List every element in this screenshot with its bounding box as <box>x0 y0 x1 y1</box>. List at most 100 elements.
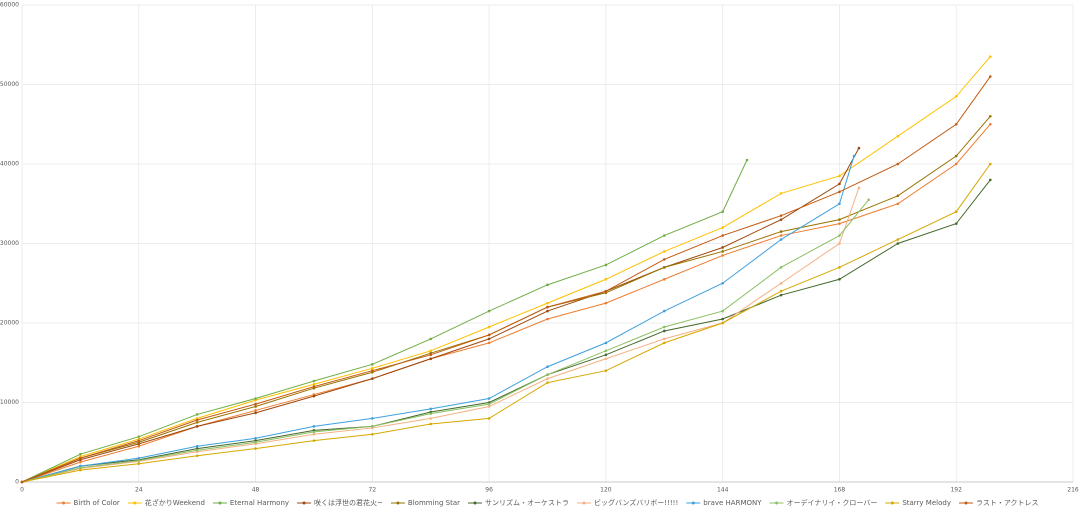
legend-label: ラスト・アクトレス <box>976 499 1039 507</box>
point <box>79 460 82 464</box>
x-tick-label: 48 <box>252 487 260 494</box>
point <box>546 283 549 287</box>
point <box>254 409 257 412</box>
point <box>779 238 783 241</box>
point <box>838 174 841 178</box>
point <box>779 293 783 297</box>
legend-item: オーデイナリイ・クローバー <box>769 498 878 507</box>
point <box>429 422 433 426</box>
point <box>312 425 316 428</box>
point <box>838 242 841 245</box>
y-tick-label: 60000 <box>0 2 19 9</box>
legend-marker <box>62 501 66 505</box>
point <box>745 158 749 162</box>
point <box>195 454 199 458</box>
point <box>838 222 841 225</box>
point <box>954 122 958 126</box>
legend-label: ビッグバンズバリボー!!!!! <box>594 498 678 507</box>
point <box>429 349 433 353</box>
point <box>487 417 491 420</box>
legend-marker <box>691 501 695 505</box>
legend-marker <box>396 501 400 505</box>
point <box>604 289 608 293</box>
point <box>604 301 608 305</box>
point <box>721 250 724 253</box>
legend-label: 咲くは浮世の君花火~ <box>314 498 383 507</box>
point <box>371 363 374 366</box>
legend-item: Blomming Star <box>390 499 460 507</box>
legend-label: brave HARMONY <box>703 499 762 507</box>
series-line <box>21 199 870 483</box>
legend-label: Eternal Harmony <box>230 499 289 507</box>
point <box>954 210 958 213</box>
point <box>312 433 316 436</box>
point <box>487 333 491 337</box>
legend-marker <box>218 501 222 505</box>
point <box>137 444 141 448</box>
point <box>137 462 141 466</box>
point <box>546 301 549 305</box>
point <box>857 146 861 150</box>
point <box>137 456 141 460</box>
point <box>662 277 666 281</box>
series-line <box>21 76 991 483</box>
point <box>721 254 724 257</box>
legend: Birth of Color 花ざかりWeekend Eternal Harmony… <box>56 498 1039 507</box>
point <box>429 407 433 411</box>
series-line <box>21 155 855 483</box>
point <box>371 369 374 373</box>
point <box>779 230 783 233</box>
legend-label: Blomming Star <box>408 499 460 507</box>
point <box>487 341 491 345</box>
point <box>546 309 549 313</box>
point <box>604 349 608 353</box>
point <box>254 405 257 408</box>
point <box>896 162 900 166</box>
series-line <box>21 163 991 483</box>
point <box>487 325 491 329</box>
point <box>429 412 433 415</box>
legend-marker <box>775 501 779 505</box>
point <box>838 234 841 237</box>
point <box>79 456 82 460</box>
point <box>721 246 724 249</box>
point <box>867 198 870 202</box>
x-tick-label: 24 <box>135 487 143 494</box>
legend-label: オーデイナリイ・クローバー <box>787 498 878 507</box>
x-tick-label: 0 <box>20 487 24 494</box>
point <box>604 369 608 373</box>
legend-marker <box>133 501 137 505</box>
point <box>79 468 82 472</box>
point <box>838 182 841 186</box>
point <box>254 397 257 400</box>
point <box>195 425 199 428</box>
legend-item: brave HARMONY <box>686 499 762 507</box>
point <box>779 266 783 269</box>
legend-item: 花ざかりWeekend <box>127 498 205 507</box>
point <box>546 305 549 309</box>
point <box>487 309 491 313</box>
series-line <box>21 56 991 483</box>
point <box>195 418 199 422</box>
y-tick-label: 30000 <box>0 240 19 247</box>
point <box>662 250 666 253</box>
point <box>838 218 841 221</box>
point <box>779 218 783 221</box>
point <box>896 242 900 245</box>
point <box>371 425 374 428</box>
point <box>954 162 958 166</box>
y-tick-label: 20000 <box>0 320 19 327</box>
point <box>429 357 433 361</box>
point <box>312 382 316 386</box>
point <box>896 202 900 206</box>
point <box>779 214 783 217</box>
legend-label: 花ざかりWeekend <box>145 498 205 507</box>
point <box>988 55 992 58</box>
point <box>779 234 783 237</box>
series-line <box>21 115 991 483</box>
point <box>988 115 992 118</box>
point <box>20 480 24 484</box>
point <box>604 357 608 361</box>
legend-item: 咲くは浮世の君花火~ <box>297 498 383 507</box>
